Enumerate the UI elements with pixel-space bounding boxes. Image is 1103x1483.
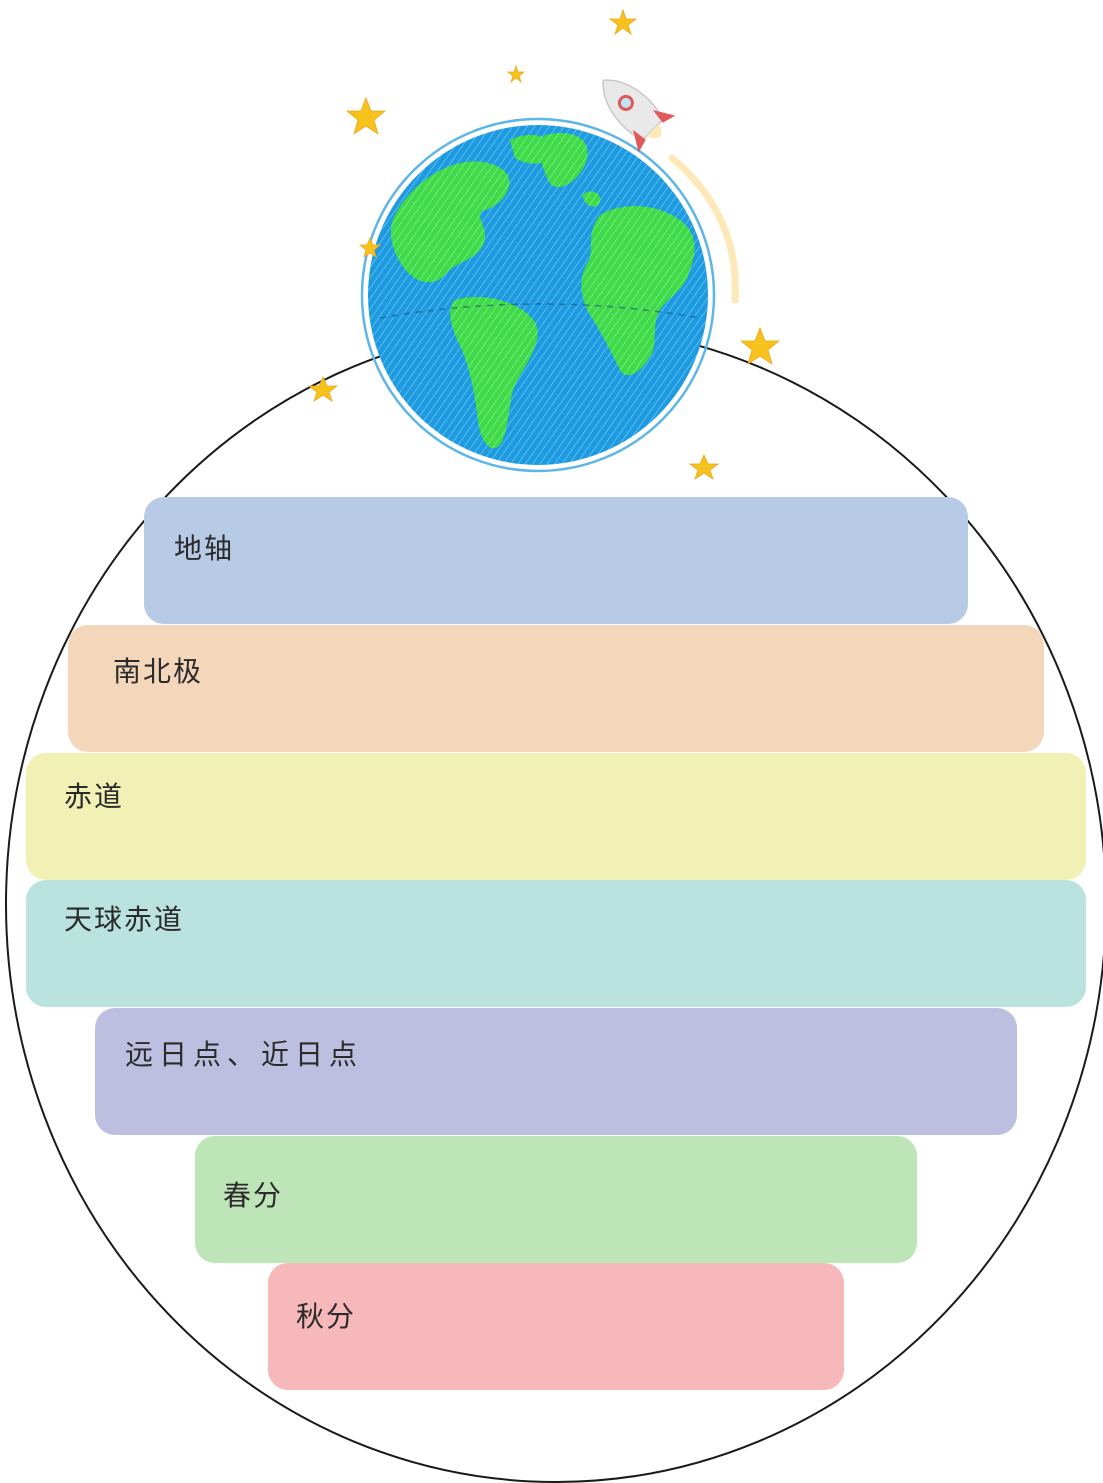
star-icon: [307, 376, 339, 402]
band-label-celestial-equator: 天球赤道: [64, 903, 185, 936]
star-icon: [506, 64, 526, 84]
rocket-icon: [602, 79, 676, 153]
band-label-autumn-equinox: 秋分: [296, 1300, 357, 1333]
star-icon: [307, 8, 781, 480]
star-icon: [739, 326, 781, 365]
band-label-poles: 南北极: [113, 655, 204, 688]
band-label-aphelion-perihelion: 远日点、近日点: [125, 1038, 364, 1071]
band-label-earth-axis: 地轴: [174, 532, 235, 565]
band-aphelion-perihelion: 远日点、近日点: [95, 1008, 1017, 1135]
star-icon: [688, 454, 720, 480]
band-spring-equinox: 春分: [195, 1136, 917, 1263]
band-autumn-equinox: 秋分: [268, 1263, 844, 1390]
star-icon: [358, 236, 382, 258]
rocket-trail: [668, 154, 739, 304]
band-label-equator: 赤道: [64, 780, 125, 813]
band-earth-axis: 地轴: [144, 497, 968, 624]
band-celestial-equator: 天球赤道: [26, 880, 1086, 1007]
band-equator: 赤道: [26, 753, 1086, 880]
star-icon: [345, 96, 387, 135]
earth-globe-icon: [360, 117, 716, 473]
star-icon: [608, 8, 638, 36]
band-label-spring-equinox: 春分: [223, 1179, 284, 1212]
band-poles: 南北极: [68, 625, 1044, 752]
